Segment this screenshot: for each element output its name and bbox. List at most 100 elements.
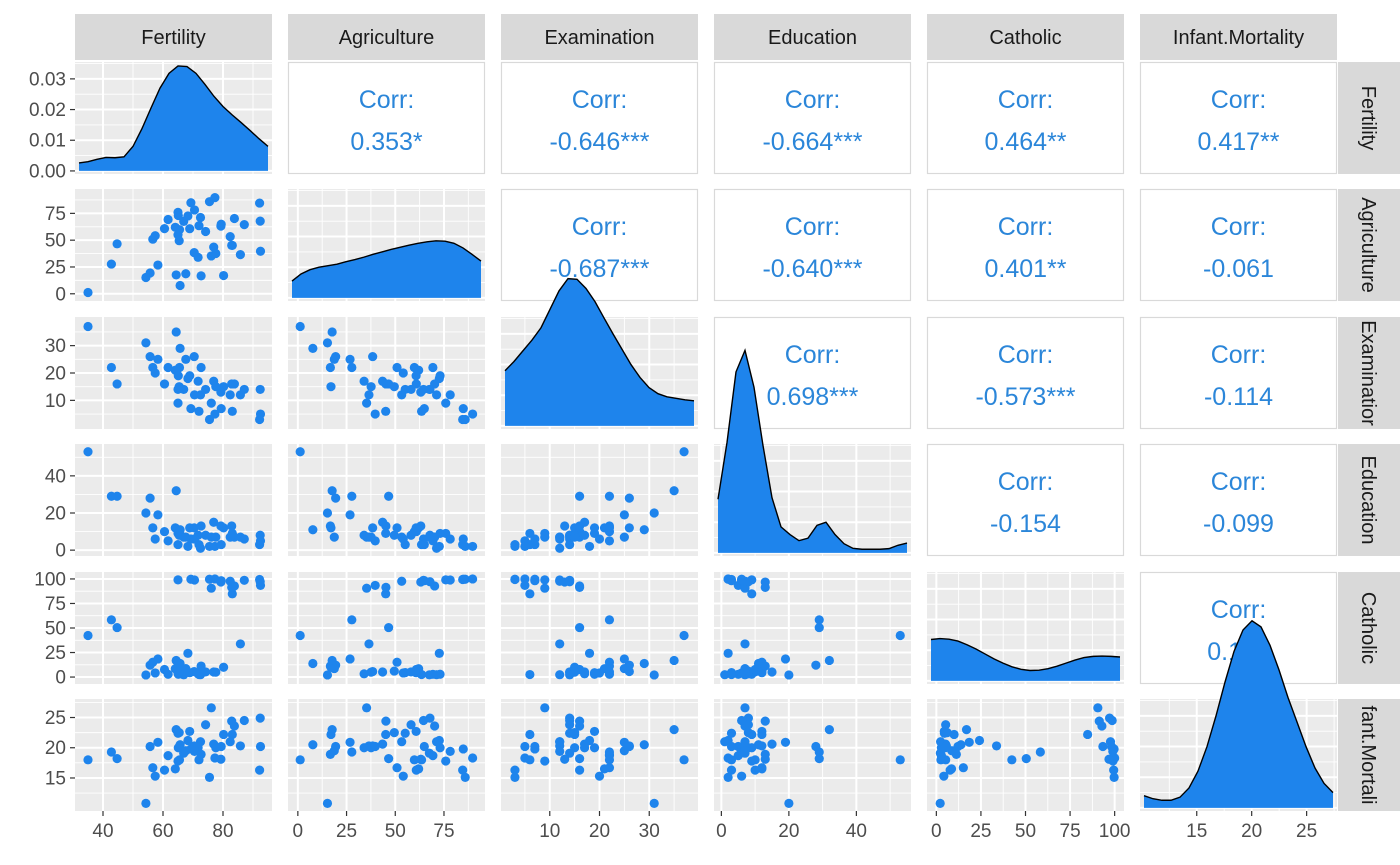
column-strip-label: Examination xyxy=(544,27,654,49)
scatter-point xyxy=(723,648,733,658)
scatter-point xyxy=(189,523,199,533)
correlation-value: -0.061 xyxy=(1203,255,1274,283)
scatter-point xyxy=(366,532,376,542)
correlation-label: Corr: xyxy=(1211,341,1267,369)
scatter-point xyxy=(153,654,163,664)
scatter-point xyxy=(255,539,265,550)
scatter-point xyxy=(173,575,183,585)
scatter-point xyxy=(194,406,204,416)
scatter-point xyxy=(159,379,170,389)
scatter-point xyxy=(362,398,372,408)
density-curve xyxy=(78,65,269,164)
y-tick-label: 0 xyxy=(55,284,66,305)
scatter-point xyxy=(106,362,116,373)
scatter-point xyxy=(445,390,455,400)
panel-Examination-Fertility xyxy=(75,317,272,429)
density-area xyxy=(79,65,268,171)
panel-Education-Fertility xyxy=(75,444,272,556)
scatter-point xyxy=(159,223,170,234)
correlation-label: Corr: xyxy=(998,213,1054,241)
scatter-point xyxy=(430,721,440,731)
scatter-point xyxy=(329,354,339,364)
scatter-point xyxy=(560,521,570,531)
row-strip-label: Examinatior xyxy=(1357,320,1379,426)
scatter-point xyxy=(594,668,605,678)
scatter-point xyxy=(227,406,237,416)
scatter-point xyxy=(619,746,629,756)
correlation-panel-frame xyxy=(1139,443,1338,557)
correlation-panel-frame xyxy=(926,188,1125,302)
x-tick-label: 20 xyxy=(778,821,799,842)
scatter-point xyxy=(974,735,985,746)
scatter-point xyxy=(189,534,200,544)
scatter-point xyxy=(814,747,824,757)
scatter-point xyxy=(1021,754,1031,764)
scatter-point xyxy=(1007,755,1017,765)
scatter-point xyxy=(525,669,535,680)
scatter-point xyxy=(83,287,93,298)
scatter-point xyxy=(325,362,335,373)
x-tick-label: 0 xyxy=(716,821,727,842)
scatter-point xyxy=(381,406,391,416)
scatter-point xyxy=(604,661,615,671)
scatter-point xyxy=(196,271,206,281)
y-tick-label: 0 xyxy=(55,668,66,689)
scatter-point xyxy=(185,726,195,737)
scatter-point xyxy=(397,576,407,586)
scatter-point xyxy=(570,532,580,542)
correlation-panel-frame xyxy=(926,316,1125,430)
row-strip xyxy=(1338,62,1400,174)
scatter-point xyxy=(159,765,170,775)
scatter-point xyxy=(419,403,429,414)
scatter-point xyxy=(196,521,206,531)
scatter-point xyxy=(579,743,590,753)
scatter-point xyxy=(942,728,952,738)
scatter-point xyxy=(235,250,245,260)
scatter-point xyxy=(159,664,170,675)
scatter-point xyxy=(219,270,229,281)
scatter-point xyxy=(411,664,421,675)
scatter-point xyxy=(824,725,834,735)
scatter-point xyxy=(106,747,116,757)
panel-Catholic-Fertility xyxy=(75,572,272,684)
column-strip xyxy=(501,14,698,60)
scatter-point xyxy=(189,205,200,215)
scatter-point xyxy=(150,231,160,241)
correlation-value: -0.114 xyxy=(1204,383,1273,411)
scatter-point xyxy=(424,384,434,395)
scatter-point xyxy=(520,580,530,591)
scatter-point xyxy=(359,743,369,753)
scatter-point xyxy=(398,771,408,781)
scatter-point xyxy=(381,521,391,531)
scatter-point xyxy=(780,654,791,664)
scatter-point xyxy=(193,376,203,386)
scatter-point xyxy=(639,525,649,535)
scatter-point xyxy=(947,746,957,756)
scatter-point xyxy=(679,755,689,765)
scatter-point xyxy=(308,658,318,669)
density-area xyxy=(931,638,1120,681)
scatter-point xyxy=(175,343,185,353)
scatter-point xyxy=(669,486,679,496)
scatter-point xyxy=(760,749,770,759)
scatter-point xyxy=(780,737,791,747)
scatter-point xyxy=(163,751,173,761)
x-tick-label: 10 xyxy=(539,821,560,842)
scatter-point xyxy=(575,622,585,633)
scatter-point xyxy=(419,741,429,752)
scatter-point xyxy=(327,725,337,735)
scatter-point xyxy=(458,765,468,775)
correlation-label: Corr: xyxy=(1211,468,1267,496)
scatter-point xyxy=(381,582,391,593)
scatter-point xyxy=(189,666,199,677)
scatter-point xyxy=(604,521,615,531)
row-strip-label: Catholic xyxy=(1357,592,1379,664)
correlation-value: -0.664*** xyxy=(762,128,862,156)
panel-Infant.Mortality-Catholic xyxy=(927,699,1124,811)
scatter-point xyxy=(743,720,753,730)
scatter-point xyxy=(173,207,183,218)
scatter-point xyxy=(210,193,220,203)
correlation-label: Corr: xyxy=(1211,213,1267,241)
scatter-point xyxy=(649,508,659,518)
column-strip xyxy=(927,14,1124,60)
